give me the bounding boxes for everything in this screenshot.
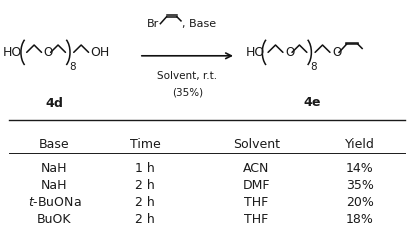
Text: BuOK: BuOK [37,213,71,226]
Text: 35%: 35% [345,179,373,192]
Text: O: O [284,46,294,59]
Text: Solvent, r.t.: Solvent, r.t. [157,71,217,82]
Text: Br: Br [147,19,159,29]
Text: (35%): (35%) [171,88,202,97]
Text: Solvent: Solvent [233,138,279,151]
Text: HO: HO [3,46,22,59]
Text: 8: 8 [310,62,316,72]
Text: 2 h: 2 h [135,213,154,226]
Text: THF: THF [244,196,268,209]
Text: $\bf{4d}$: $\bf{4d}$ [45,96,64,110]
Text: 20%: 20% [345,196,373,209]
Text: Time: Time [129,138,160,151]
Text: 2 h: 2 h [135,196,154,209]
Text: NaH: NaH [41,162,67,175]
Text: $t$-BuONa: $t$-BuONa [27,196,81,209]
Text: HO: HO [246,46,265,59]
Text: Base: Base [39,138,69,151]
Text: 18%: 18% [345,213,373,226]
Text: 14%: 14% [345,162,373,175]
Text: THF: THF [244,213,268,226]
Text: NaH: NaH [41,179,67,192]
Text: O: O [43,46,53,59]
Text: ACN: ACN [243,162,269,175]
Text: 2 h: 2 h [135,179,154,192]
Text: , Base: , Base [182,19,216,29]
Text: Yield: Yield [344,138,374,151]
Text: OH: OH [90,46,109,59]
Text: DMF: DMF [242,179,270,192]
Text: 1 h: 1 h [135,162,154,175]
Text: O: O [331,46,340,59]
Text: $\bf{4e}$: $\bf{4e}$ [302,96,321,109]
Text: 8: 8 [69,62,76,72]
